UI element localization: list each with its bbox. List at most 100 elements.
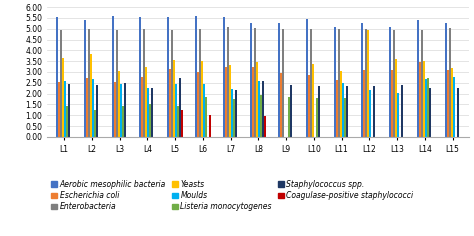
Bar bbox=[389, 27, 391, 137]
Bar bbox=[116, 30, 118, 137]
Bar bbox=[199, 29, 201, 137]
Bar bbox=[139, 17, 141, 137]
Bar bbox=[365, 29, 367, 137]
Bar bbox=[344, 98, 346, 137]
Bar bbox=[451, 68, 453, 137]
Bar bbox=[181, 110, 183, 137]
Bar bbox=[205, 97, 207, 137]
Bar bbox=[310, 29, 312, 137]
Bar bbox=[256, 62, 258, 137]
Legend: Aerobic mesophilic bacteria, Escherichia coli, Enterobacteria, Yeasts, Moulds, L: Aerobic mesophilic bacteria, Escherichia… bbox=[51, 180, 413, 211]
Bar bbox=[86, 79, 88, 137]
Bar bbox=[143, 29, 146, 137]
Bar bbox=[369, 90, 371, 137]
Bar bbox=[395, 59, 397, 137]
Bar bbox=[401, 84, 403, 137]
Bar bbox=[421, 30, 423, 137]
Bar bbox=[58, 82, 60, 137]
Bar bbox=[228, 65, 230, 137]
Bar bbox=[448, 28, 451, 137]
Bar bbox=[288, 97, 290, 137]
Bar bbox=[282, 29, 284, 137]
Bar bbox=[227, 27, 228, 137]
Bar bbox=[149, 104, 151, 137]
Bar bbox=[60, 30, 62, 137]
Bar bbox=[68, 84, 70, 137]
Bar bbox=[201, 61, 203, 137]
Bar bbox=[250, 23, 252, 137]
Bar bbox=[88, 29, 90, 137]
Bar bbox=[121, 105, 124, 137]
Bar bbox=[223, 17, 225, 137]
Bar bbox=[197, 72, 199, 137]
Bar bbox=[453, 77, 455, 137]
Bar bbox=[361, 23, 364, 137]
Bar bbox=[167, 17, 169, 137]
Bar bbox=[447, 70, 448, 137]
Bar bbox=[342, 83, 344, 137]
Bar bbox=[258, 81, 260, 137]
Bar bbox=[397, 93, 399, 137]
Bar bbox=[118, 71, 119, 137]
Bar bbox=[64, 81, 66, 137]
Bar bbox=[339, 71, 342, 137]
Bar bbox=[114, 82, 116, 137]
Bar bbox=[146, 67, 147, 137]
Bar bbox=[56, 17, 58, 137]
Bar bbox=[252, 67, 255, 137]
Bar bbox=[141, 77, 143, 137]
Bar bbox=[391, 71, 393, 137]
Bar bbox=[203, 84, 205, 137]
Bar bbox=[235, 90, 237, 137]
Bar bbox=[173, 60, 175, 137]
Bar bbox=[96, 85, 98, 137]
Bar bbox=[425, 79, 427, 137]
Bar bbox=[111, 16, 114, 137]
Bar bbox=[124, 83, 126, 137]
Bar bbox=[423, 61, 425, 137]
Bar bbox=[427, 79, 429, 137]
Bar bbox=[171, 30, 173, 137]
Bar bbox=[318, 86, 320, 137]
Bar bbox=[119, 84, 121, 137]
Bar bbox=[316, 98, 318, 137]
Bar bbox=[151, 88, 153, 137]
Bar bbox=[445, 23, 447, 137]
Bar bbox=[308, 75, 310, 137]
Bar bbox=[367, 30, 369, 137]
Bar bbox=[346, 86, 347, 137]
Bar bbox=[177, 105, 179, 137]
Bar bbox=[233, 99, 235, 137]
Bar bbox=[334, 27, 336, 137]
Bar bbox=[312, 64, 314, 137]
Bar bbox=[92, 79, 94, 137]
Bar bbox=[230, 89, 233, 137]
Bar bbox=[84, 20, 86, 137]
Bar bbox=[225, 67, 227, 137]
Bar bbox=[336, 80, 337, 137]
Bar bbox=[419, 62, 421, 137]
Bar bbox=[62, 58, 64, 137]
Bar bbox=[429, 88, 431, 137]
Bar bbox=[280, 73, 282, 137]
Bar bbox=[306, 19, 308, 137]
Bar bbox=[175, 84, 177, 137]
Bar bbox=[290, 85, 292, 137]
Bar bbox=[169, 69, 171, 137]
Bar bbox=[393, 30, 395, 137]
Bar bbox=[364, 71, 365, 137]
Bar bbox=[94, 110, 96, 137]
Bar bbox=[262, 81, 264, 137]
Bar bbox=[374, 86, 375, 137]
Bar bbox=[179, 78, 181, 137]
Bar bbox=[278, 23, 280, 137]
Bar bbox=[417, 20, 419, 137]
Bar bbox=[260, 95, 262, 137]
Bar bbox=[255, 28, 256, 137]
Bar bbox=[66, 105, 68, 137]
Bar bbox=[195, 16, 197, 137]
Bar bbox=[209, 115, 211, 137]
Bar bbox=[264, 116, 266, 137]
Bar bbox=[147, 88, 149, 137]
Bar bbox=[337, 29, 339, 137]
